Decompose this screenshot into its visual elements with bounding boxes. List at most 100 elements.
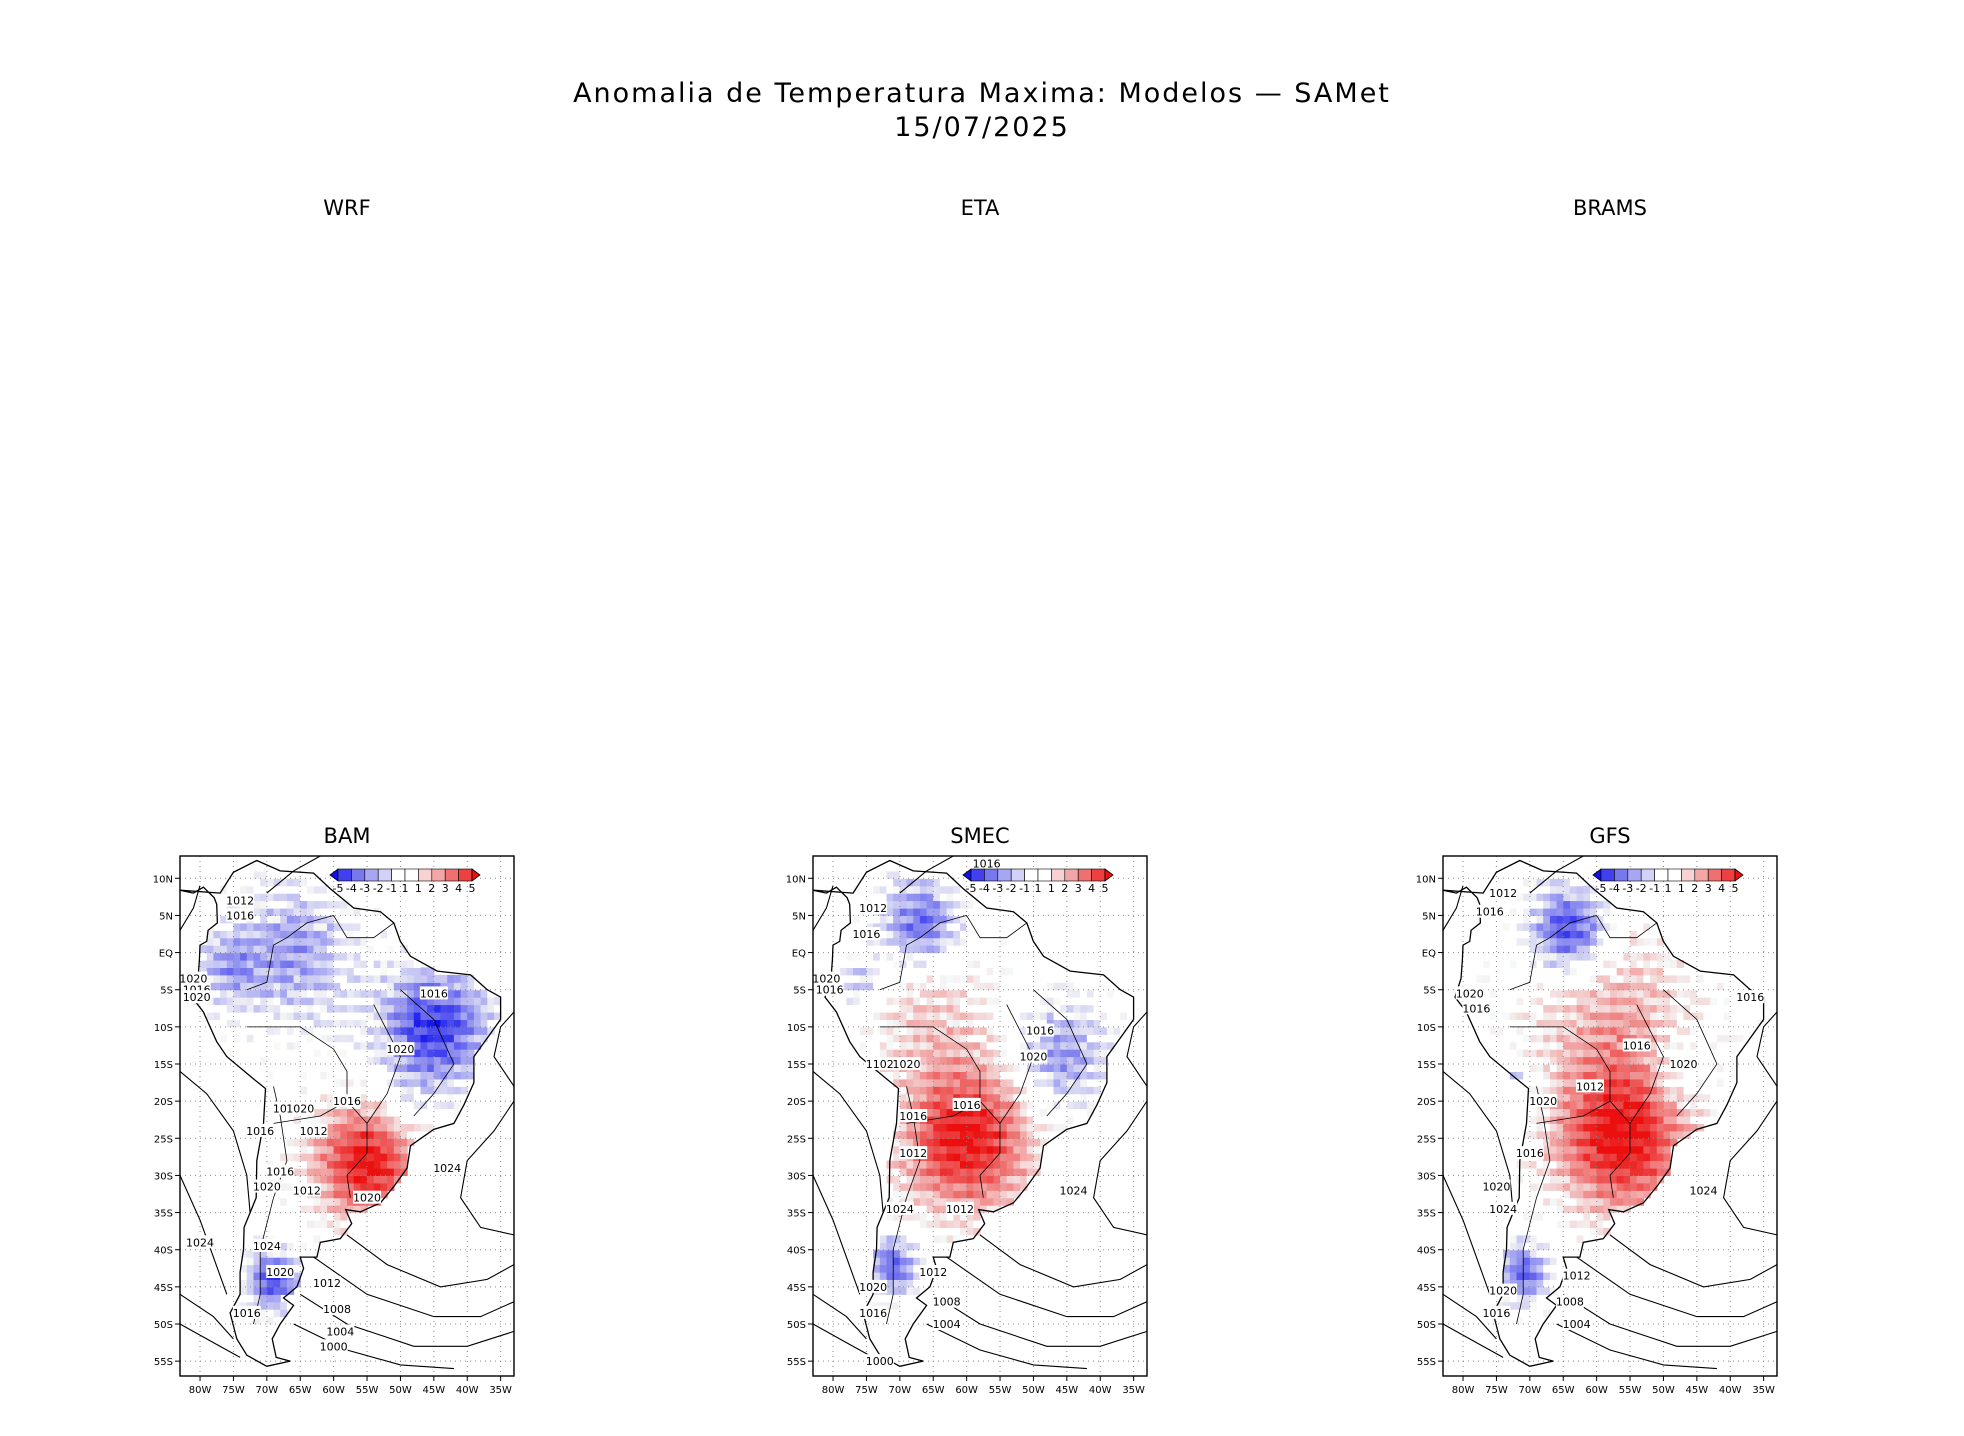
anomaly-cell [313,1197,321,1206]
isobar-line [812,1293,867,1340]
anomaly-cell [1020,952,1028,961]
anomaly-cell [313,1234,321,1243]
anomaly-cell [1509,952,1518,961]
anomaly-cell [1483,922,1491,931]
anomaly-cell [266,863,275,872]
anomaly-cell [400,1116,408,1124]
anomaly-cell [1516,1346,1524,1355]
anomaly-cell [1630,1049,1638,1058]
anomaly-cell [960,1026,968,1035]
anomaly-cell [380,1049,388,1058]
anomaly-cell [913,1026,921,1035]
colorbar-label: -5 [333,882,344,895]
anomaly-cell [853,945,861,954]
anomaly-cell [327,1093,335,1102]
anomaly-cell [886,1227,894,1236]
anomaly-cell [939,1049,948,1058]
anomaly-cell [893,893,901,902]
anomaly-cell [240,1338,248,1347]
anomaly-cell [939,1242,948,1251]
anomaly-cell [1676,1049,1685,1058]
anomaly-cell [473,1019,482,1028]
anomaly-cell [1583,1182,1591,1191]
anomaly-cell [400,1004,408,1013]
anomaly-cell [280,967,288,976]
anomaly-cell [266,1004,275,1013]
anomaly-cell [286,1093,295,1102]
anomaly-cell [1000,1168,1008,1176]
anomaly-cell [899,1227,908,1236]
anomaly-cell [1516,997,1524,1006]
anomaly-cell [1509,945,1518,954]
anomaly-cell [293,870,301,879]
anomaly-cell [353,967,361,976]
anomaly-cell [1523,1294,1531,1303]
anomaly-cell [913,967,921,976]
anomaly-cell [953,937,961,946]
anomaly-cell [1730,1034,1738,1043]
anomaly-cell [266,915,275,924]
anomaly-cell [280,1130,288,1139]
anomaly-cell [1483,989,1491,998]
anomaly-cell [939,1116,948,1124]
anomaly-cell [360,1041,368,1050]
anomaly-cell [1013,915,1021,924]
anomaly-cell [1543,1019,1551,1028]
anomaly-cell [313,997,321,1006]
anomaly-cell [919,1301,928,1310]
anomaly-cell [400,1064,408,1072]
anomaly-cell [953,974,961,983]
anomaly-cell [1516,908,1524,916]
anomaly-cell [313,974,321,983]
anomaly-cell [899,878,908,887]
anomaly-cell [1516,1242,1524,1251]
anomaly-cell [1463,982,1471,991]
anomaly-cell [933,1234,941,1243]
anomaly-cell [1509,1049,1518,1058]
anomaly-cell [427,1064,435,1072]
anomaly-cell [1569,952,1578,961]
anomaly-cell [273,989,281,998]
anomaly-cell [360,1123,368,1132]
anomaly-cell [1676,1004,1685,1013]
anomaly-cell [380,1026,388,1035]
anomaly-cell [899,908,908,916]
anomaly-cell [933,1242,941,1251]
anomaly-cell [293,1234,301,1243]
anomaly-cell [1073,1116,1081,1124]
anomaly-cell [980,922,988,931]
anomaly-cell [1650,952,1658,961]
map-panel-gfs: GFS1012101610201016101610161020101210201… [1416,824,1778,1396]
anomaly-cell [886,1338,894,1347]
anomaly-cell [1569,967,1578,976]
anomaly-cell [273,1212,281,1221]
anomaly-cell [1503,1249,1511,1258]
anomaly-cell [1643,1145,1651,1154]
anomaly-cell [280,1041,288,1050]
anomaly-cell [1086,1034,1095,1043]
anomaly-cell [1549,1138,1558,1147]
anomaly-cell [453,1086,462,1095]
anomaly-cell [1690,1086,1698,1095]
anomaly-cell [906,1130,914,1139]
anomaly-cell [1456,982,1464,991]
anomaly-cell [1489,974,1498,983]
anomaly-cell [1590,1123,1598,1132]
anomaly-cell [327,1153,335,1162]
anomaly-cell [839,937,847,946]
anomaly-cell [1563,1249,1571,1258]
anomaly-cell [1549,1190,1558,1199]
anomaly-cell [373,1064,381,1072]
anomaly-cell [906,885,914,894]
anomaly-cell [1656,1160,1665,1169]
anomaly-cell [1583,1056,1591,1065]
anomaly-cell [333,900,341,909]
anomaly-cell [1590,1220,1598,1228]
anomaly-cell [1013,1004,1021,1013]
isobar-label-bg [246,1123,275,1137]
anomaly-cell [367,1182,375,1191]
anomaly-cell [1543,1004,1551,1013]
anomaly-cell [1040,982,1048,991]
anomaly-cell [280,893,288,902]
anomaly-cell [1603,1212,1611,1221]
